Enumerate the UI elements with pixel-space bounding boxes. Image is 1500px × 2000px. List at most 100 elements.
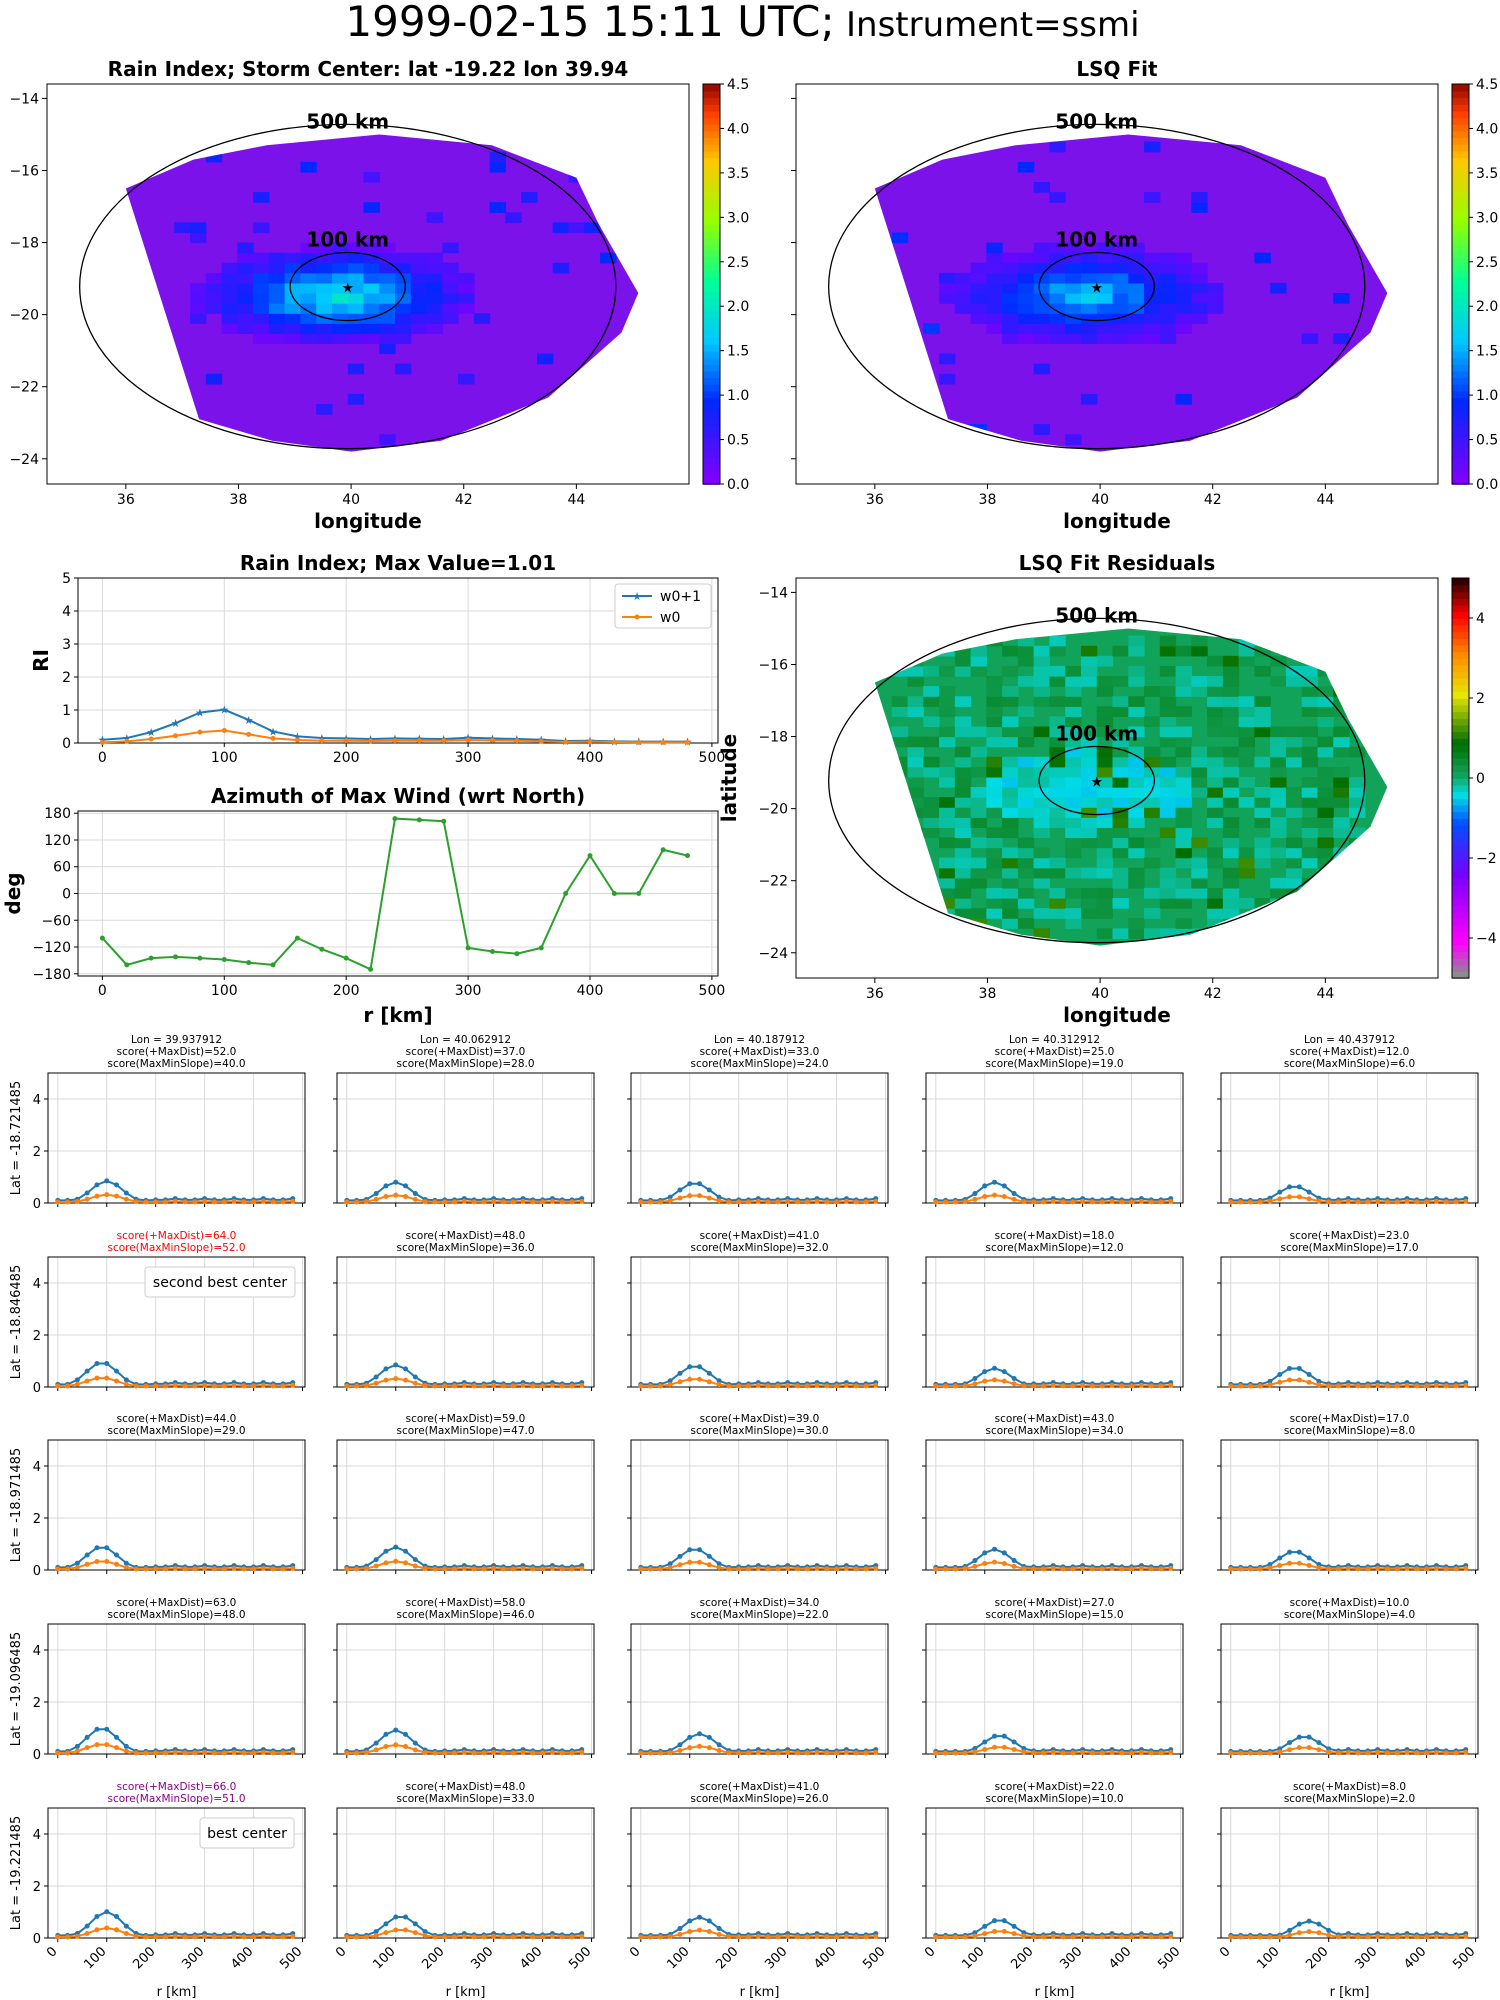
panel-series-w0p1-point (1287, 1184, 1293, 1190)
panel-series-w0-point (657, 1199, 663, 1205)
panel-series-w0p1-point (403, 1914, 409, 1920)
panel-series-w0-point (1257, 1750, 1263, 1756)
panel-series-w0-point (540, 1383, 546, 1389)
panel-series-w0-point (481, 1934, 487, 1940)
panel-series-w0-point (94, 1375, 100, 1381)
panel-score-maxdist: score(+MaxDist)=41.0 (700, 1230, 820, 1242)
y-tick-label: 0 (33, 1748, 41, 1763)
axes-frame (630, 1439, 889, 1571)
residual-cell (1002, 817, 1019, 828)
panel-series-w0-point (162, 1750, 168, 1756)
rain-cell (410, 252, 428, 264)
panel-series-w0-point (1080, 1565, 1086, 1571)
colorbar-segment (703, 130, 720, 139)
residual-cell (1112, 877, 1129, 889)
figure-instrument: Instrument=ssmi (846, 5, 1140, 45)
panel-score-minslope: score(MaxMinSlope)=30.0 (690, 1425, 828, 1437)
panel-series-w0-point (471, 1383, 477, 1389)
panel-score-maxdist: score(+MaxDist)=18.0 (995, 1230, 1115, 1242)
residual-cell (1191, 756, 1208, 768)
residual-cell (1144, 716, 1161, 728)
panel-series-w0-point (143, 1383, 149, 1389)
panel-series-w0-point (1345, 1198, 1351, 1204)
panel-series-w0-point (481, 1383, 487, 1389)
residual-cell (1175, 787, 1192, 798)
panel-series-w0-point (765, 1199, 771, 1205)
panel-score-maxdist: score(+MaxDist)=48.0 (406, 1230, 526, 1242)
grid-panel-r1-c0: 024score(MaxMinSlope)=52.0score(+MaxDist… (9, 1230, 306, 1396)
rain-cell (1270, 141, 1287, 153)
panel-series-w0p1-point (1287, 1549, 1293, 1555)
rain-cell (395, 262, 412, 274)
rain-cell (363, 202, 380, 213)
panel-series-w0p1-point (114, 1913, 120, 1919)
residual-cell (1191, 787, 1208, 798)
x-tick-label: 100 (81, 1944, 109, 1972)
rain-cell (426, 252, 443, 264)
residual-cell (923, 686, 940, 697)
panel-series-w0-point (1070, 1383, 1076, 1389)
panel-series-w0p1-point (104, 1360, 110, 1366)
series-azimuth-point (319, 946, 325, 952)
panel-note: second best center (153, 1275, 287, 1291)
residual-cell (954, 817, 972, 828)
panel-series-w0-point (1228, 1750, 1234, 1756)
panel-series-w0-point (952, 1199, 958, 1205)
legend-label-w0: w0 (660, 610, 680, 626)
panel-series-w0-point (559, 1750, 565, 1756)
residual-cell (986, 736, 1003, 748)
residual-cell (1112, 817, 1129, 828)
colorbar-segment (1452, 150, 1469, 159)
series-w0-point (221, 727, 227, 733)
residual-cell (1159, 686, 1177, 697)
residual-cell (1333, 766, 1350, 778)
residual-cell (1033, 686, 1051, 697)
residual-cell (891, 807, 909, 818)
panel-series-w0p1-point (104, 1178, 110, 1184)
axes-frame (925, 1439, 1184, 1571)
panel-series-w0-point (363, 1749, 369, 1755)
rain-cell (363, 303, 380, 314)
residual-cell (1175, 817, 1192, 828)
panel-series-w0-point (814, 1565, 820, 1571)
residual-cell (939, 635, 956, 647)
residual-cell (986, 776, 1003, 788)
panel-series-w0p1-point (104, 1726, 110, 1732)
map-title: LSQ Fit Residuals (1019, 551, 1216, 575)
residual-cell (1175, 665, 1192, 677)
panel-lon-label: Lon = 40.062912 (420, 1034, 511, 1046)
label-100km: 100 km (306, 227, 389, 251)
panel-series-w0-point (442, 1750, 448, 1756)
profile-title: Rain Index; Max Value=1.01 (240, 551, 556, 575)
grid-panel-r3-c1: score(MaxMinSlope)=46.0score(+MaxDist)=5… (333, 1597, 595, 1758)
panel-series-w0-point (775, 1566, 781, 1572)
panel-series-w0-point (1375, 1749, 1381, 1755)
panel-series-w0-point (221, 1934, 227, 1940)
colorbar-segment (1452, 924, 1469, 933)
residual-cell (1333, 797, 1350, 808)
x-tick-label: 0 (922, 1944, 938, 1960)
residual-cell (1065, 867, 1082, 879)
residual-cell (1049, 857, 1066, 869)
panel-series-w0-point (569, 1750, 575, 1756)
residual-cell (1096, 655, 1114, 667)
residual-cell (1349, 928, 1366, 939)
panel-series-w0-point (422, 1383, 428, 1389)
residual-cell (1254, 716, 1271, 728)
residual-cell (1144, 776, 1161, 788)
panel-series-w0p1-point (84, 1734, 90, 1740)
colorbar-segment (703, 404, 720, 412)
series-w0p1-point: ★ (292, 730, 302, 743)
panel-series-w0-point (549, 1749, 555, 1755)
rain-cell (237, 252, 254, 264)
rain-cell (1191, 202, 1208, 213)
residual-cell (1317, 746, 1334, 758)
colorbar-tick-label: 3.5 (727, 166, 749, 182)
residual-cell (1175, 736, 1192, 748)
colorbar-segment (1452, 931, 1469, 939)
rain-cell (1080, 313, 1098, 324)
panel-series-w0-point (736, 1383, 742, 1389)
residual-cell (923, 766, 940, 778)
panel-series-w0-point (251, 1199, 257, 1205)
panel-series-w0-point (1257, 1566, 1263, 1572)
